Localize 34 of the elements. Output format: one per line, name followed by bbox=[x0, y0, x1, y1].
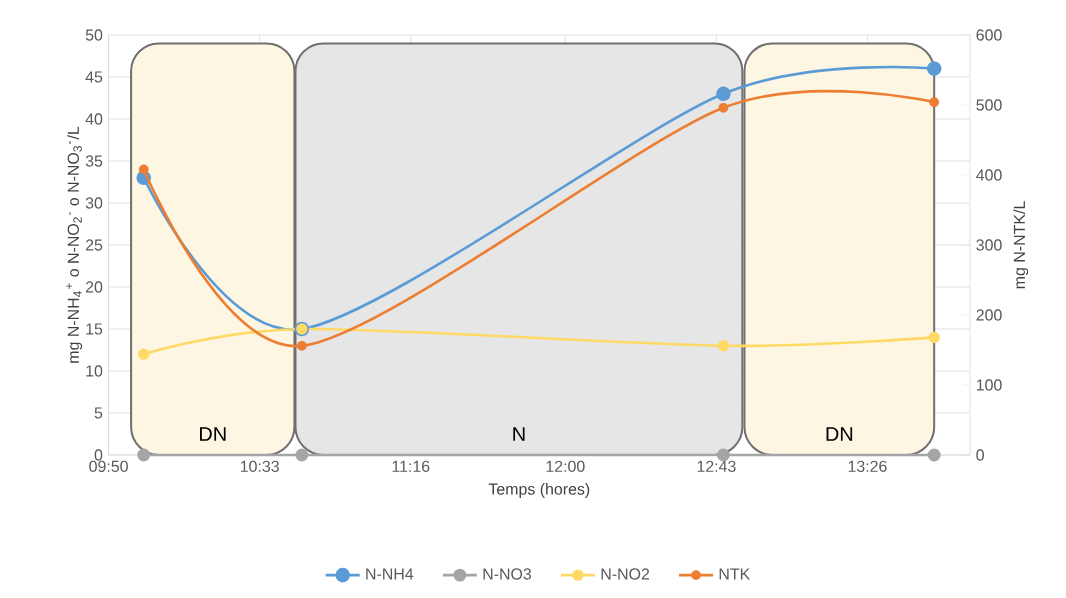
y2-axis-title: mg N-NTK/L bbox=[1013, 201, 1029, 289]
legend-label: N-NO3 bbox=[483, 568, 532, 580]
band-label: DN bbox=[200, 427, 226, 441]
x-tick-label: 09:50 bbox=[89, 460, 128, 472]
x-tick-label: 10:33 bbox=[240, 460, 279, 472]
y2-tick-label: 100 bbox=[976, 379, 1002, 391]
x-tick-label: 12:43 bbox=[697, 460, 736, 472]
y-tick-label: 20 bbox=[85, 281, 103, 293]
y2-tick-label: 500 bbox=[976, 99, 1002, 111]
x-tick-label: 11:16 bbox=[392, 460, 430, 472]
y-tick-label: 0 bbox=[94, 449, 103, 461]
y-tick-label: 50 bbox=[85, 29, 103, 41]
text: mg N-NH$_{4}$$^{+}$ o N-NO$_{2}$$^{-}$ o N-NO$_{3}$$^{-}$/L bbox=[66, 126, 83, 363]
y-tick-label: 40 bbox=[85, 113, 103, 125]
y2-tick-label: 300 bbox=[976, 239, 1002, 251]
legend-label: N-NH4 bbox=[366, 568, 414, 580]
y-tick-label: 35 bbox=[85, 155, 103, 167]
y-tick-label: 45 bbox=[85, 71, 103, 83]
y2-tick-label: 400 bbox=[976, 169, 1002, 181]
y-tick-label: 15 bbox=[86, 323, 103, 335]
y2-tick-label: 0 bbox=[976, 449, 984, 461]
y-tick-label: 10 bbox=[86, 365, 103, 377]
y2-tick-label: 200 bbox=[976, 309, 1002, 321]
x-axis-title: Temps (hores) bbox=[488, 483, 590, 498]
band-label: DN bbox=[826, 427, 853, 441]
y-tick-label: 30 bbox=[85, 197, 103, 209]
x-tick-label: 13:26 bbox=[848, 460, 887, 472]
y2-tick-label: 600 bbox=[976, 29, 1002, 41]
legend-label: NTK bbox=[719, 568, 751, 580]
band-label: N bbox=[513, 427, 525, 441]
y-tick-label: 25 bbox=[85, 239, 103, 251]
y-tick-label: 5 bbox=[94, 407, 103, 419]
x-tick-label: 12:00 bbox=[546, 460, 585, 472]
legend-label: N-NO2 bbox=[601, 568, 650, 580]
